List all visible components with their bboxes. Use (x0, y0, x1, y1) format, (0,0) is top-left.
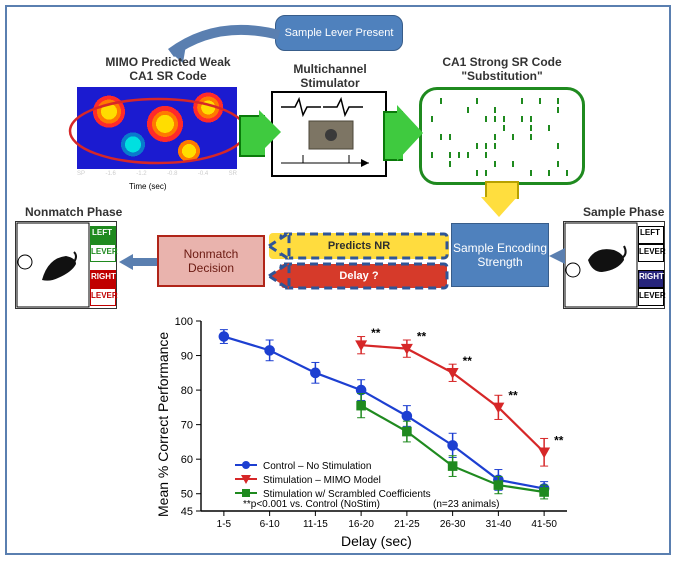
stimulator-icon (273, 93, 385, 175)
mimo-caption: MIMO Predicted Weak CA1 SR Code (93, 55, 243, 83)
ca1-code-box (419, 87, 585, 185)
yellow-arrow-head (481, 197, 517, 217)
svg-text:11-15: 11-15 (303, 519, 328, 530)
nonmatch-phase-box: LEFT LEVER RIGHT LEVER (15, 221, 117, 309)
nonmatch-decision-box: Nonmatch Decision (157, 235, 265, 287)
stim-caption: Multichannel Stimulator (275, 62, 385, 90)
svg-text:6-10: 6-10 (260, 519, 280, 530)
svg-text:31-40: 31-40 (486, 519, 512, 530)
green-arrow-head-2 (397, 105, 423, 161)
heatmap-xlabel: Time (sec) (129, 182, 166, 191)
svg-text:16-20: 16-20 (348, 519, 374, 530)
red-ellipse-icon (67, 95, 249, 167)
svg-text:50: 50 (181, 489, 193, 501)
svg-text:45: 45 (181, 506, 193, 518)
svg-text:**: ** (508, 388, 518, 402)
delay-arrow: Delay ? (269, 263, 449, 289)
ca1-caption: CA1 Strong SR Code "Substitution" (417, 55, 587, 83)
sample-phase-label: Sample Phase (583, 205, 664, 219)
svg-text:60: 60 (181, 454, 193, 466)
svg-text:**: ** (463, 354, 473, 368)
heatmap-xtick-row: SP-1.6-1.2-0.8-0.4SR (77, 171, 237, 177)
stimulator-box (271, 91, 387, 177)
svg-text:**: ** (417, 330, 427, 344)
n-footnote: (n=23 animals) (433, 499, 499, 510)
svg-text:1-5: 1-5 (217, 519, 232, 530)
figure-frame: Sample Lever Present MIMO Predicted Weak… (5, 5, 671, 555)
green-arrow-head-1 (259, 110, 281, 154)
predicts-nr-arrow: Predicts NR (269, 233, 449, 259)
nonmatch-phase-label: Nonmatch Phase (25, 205, 122, 219)
sample-lever-text: Sample Lever Present (285, 27, 394, 39)
svg-text:90: 90 (181, 351, 193, 363)
x-axis-label: Delay (sec) (341, 533, 412, 549)
svg-text:Stimulation – MIMO Model: Stimulation – MIMO Model (263, 475, 381, 486)
svg-text:70: 70 (181, 420, 193, 432)
svg-text:80: 80 (181, 385, 193, 397)
sample-encoding-box: Sample Encoding Strength (451, 223, 549, 287)
svg-text:21-25: 21-25 (394, 519, 420, 530)
svg-text:41-50: 41-50 (531, 519, 557, 530)
sig-footnote: **p<0.001 vs. Control (NoStim) (243, 499, 380, 510)
decision-to-maze-arrow (119, 253, 157, 271)
raster-icon (422, 90, 582, 182)
sample-phase-box: LEFT LEVER RIGHT LEVER (563, 221, 665, 309)
sample-lever-box: Sample Lever Present (275, 15, 403, 51)
maze-to-encoding-arrow (549, 247, 567, 265)
svg-text:26-30: 26-30 (440, 519, 466, 530)
svg-text:100: 100 (175, 316, 193, 328)
svg-text:**: ** (554, 433, 564, 447)
svg-text:Control – No Stimulation: Control – No Stimulation (263, 461, 371, 472)
svg-text:**: ** (371, 326, 381, 340)
